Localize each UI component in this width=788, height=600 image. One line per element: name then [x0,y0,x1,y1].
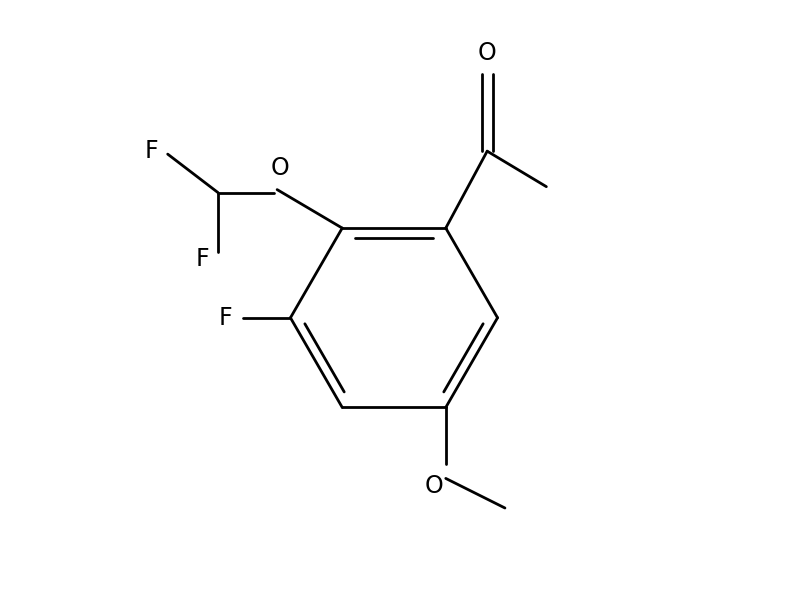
Text: O: O [425,473,444,497]
Text: O: O [478,41,496,65]
Text: F: F [144,139,158,163]
Text: O: O [271,155,289,179]
Text: F: F [219,306,232,330]
Text: F: F [195,247,209,271]
